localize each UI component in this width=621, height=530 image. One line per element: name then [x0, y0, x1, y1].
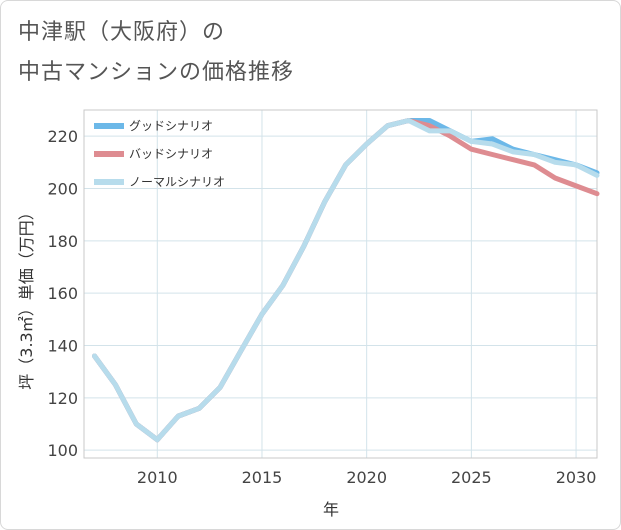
plot-area [83, 109, 598, 459]
chart-title-line2: 中古マンションの価格推移 [18, 60, 295, 85]
legend-label: グッドシナリオ [129, 119, 213, 133]
x-tick-label: 2010 [137, 468, 178, 487]
x-tick-label: 2020 [346, 468, 387, 487]
y-tick-label: 160 [47, 284, 78, 303]
plot-border [83, 109, 598, 459]
y-tick-label: 220 [47, 127, 78, 146]
x-tick-label: 2030 [556, 468, 597, 487]
series-line-3 [92, 118, 600, 443]
y-tick-label: 180 [47, 232, 78, 251]
x-axis-label: 年 [323, 500, 339, 519]
y-tick-label: 120 [47, 389, 78, 408]
x-tick-label: 2015 [242, 468, 283, 487]
x-ticks: 2010 2015 2020 2025 2030 [137, 468, 596, 487]
legend-label: バッドシナリオ [129, 147, 213, 161]
y-tick-label: 140 [47, 336, 78, 355]
series-group [92, 118, 600, 443]
y-ticks: 100 120 140 160 180 200 220 [47, 127, 78, 460]
y-tick-label: 200 [47, 179, 78, 198]
chart-title-line1: 中津駅（大阪府）の [18, 20, 226, 45]
y-tick-label: 100 [47, 441, 78, 460]
legend-label: ノーマルシナリオ [129, 175, 225, 189]
y-axis-label: 坪（3.3㎡）単価（万円） [17, 204, 36, 389]
x-tick-label: 2025 [451, 468, 492, 487]
grid [84, 110, 597, 458]
